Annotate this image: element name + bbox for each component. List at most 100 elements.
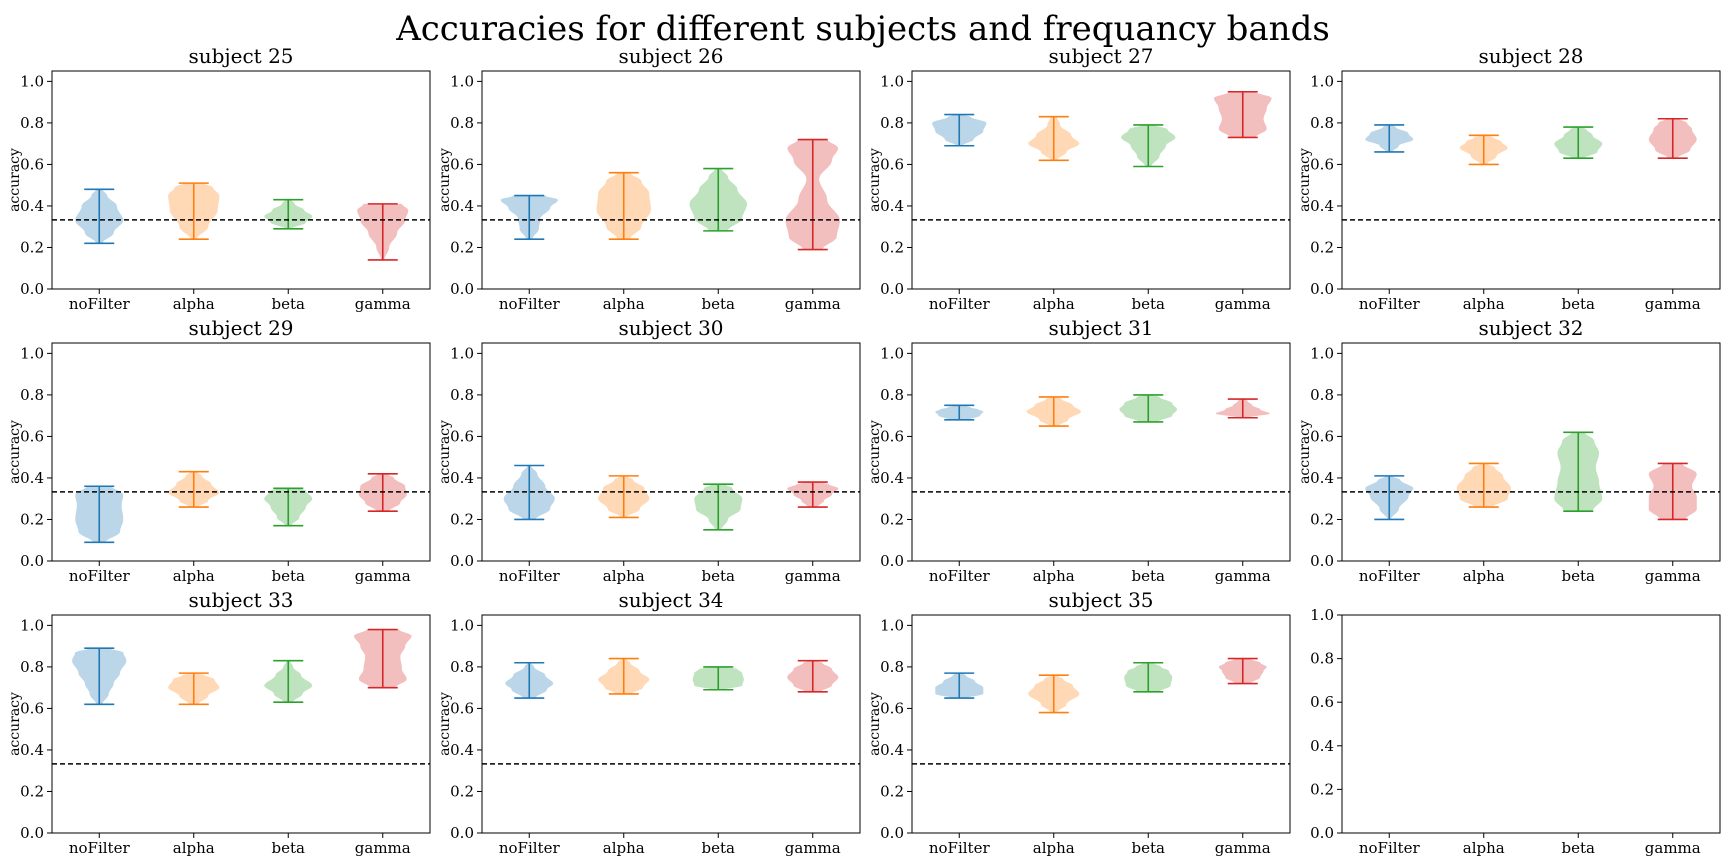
x-tick-label: alpha [603,295,645,313]
y-tick-label: 0.6 [450,699,474,717]
y-tick-label: 0.0 [450,552,474,570]
y-axis-label: accuracy [1297,420,1313,484]
subplot-panel: subject 32 0.0 0.2 0.4 0.6 0.8 1.0 noFilter alph… [1297,316,1721,585]
y-tick-label: 0.8 [1310,650,1334,668]
subplot-panel: subject 35 0.0 0.2 0.4 0.6 0.8 1.0 noFilter alph… [867,588,1291,857]
x-tick-label: noFilter [69,567,131,585]
y-tick-label: 0.4 [20,469,44,487]
y-tick-label: 0.4 [880,741,904,759]
y-tick-label: 0.8 [20,386,44,404]
x-tick-label: noFilter [69,295,131,313]
x-tick-label: gamma [1645,567,1701,585]
y-tick-label: 0.6 [450,155,474,173]
y-tick-label: 1.0 [20,616,44,634]
y-tick-label: 0.8 [450,658,474,676]
y-tick-label: 1.0 [1310,72,1334,90]
y-tick-label: 1.0 [1310,344,1334,362]
x-tick-label: beta [702,839,736,857]
figure-title: Accuracies for different subjects and fr… [395,9,1330,49]
axes-frame [911,70,1291,290]
x-tick-label: beta [272,295,306,313]
y-tick-label: 1.0 [20,72,44,90]
y-tick-label: 0.8 [880,658,904,676]
axes-frame [1341,342,1721,562]
x-tick-label: beta [1562,839,1596,857]
subplot-panel: subject 29 0.0 0.2 0.4 0.6 0.8 1.0 noFilter alph… [7,316,431,585]
x-tick-label: noFilter [929,295,991,313]
y-tick-label: 0.8 [880,114,904,132]
y-tick-label: 0.8 [20,114,44,132]
x-tick-label: gamma [355,839,411,857]
y-tick-label: 0.2 [450,510,474,528]
x-tick-label: gamma [355,295,411,313]
x-tick-label: alpha [173,567,215,585]
x-tick-label: alpha [173,839,215,857]
x-tick-label: noFilter [499,567,561,585]
panel-title: subject 26 [618,44,723,68]
x-tick-label: beta [1562,567,1596,585]
x-tick-label: noFilter [1359,567,1421,585]
x-tick-label: alpha [1463,839,1505,857]
x-tick-label: noFilter [499,295,561,313]
x-tick-label: alpha [603,567,645,585]
x-tick-label: beta [1132,295,1166,313]
y-tick-label: 0.6 [880,427,904,445]
y-tick-label: 0.6 [450,427,474,445]
x-tick-label: beta [702,567,736,585]
subplot-panel: subject 30 0.0 0.2 0.4 0.6 0.8 1.0 noFilter alph… [437,316,861,585]
y-tick-label: 0.4 [450,197,474,215]
subplot-panel: subject 33 0.0 0.2 0.4 0.6 0.8 1.0 noFilter alph… [7,588,431,857]
y-tick-label: 0.0 [1310,824,1334,842]
axes-frame [51,342,431,562]
y-tick-label: 0.4 [20,197,44,215]
subplot-panel: subject 34 0.0 0.2 0.4 0.6 0.8 1.0 noFilter alph… [437,588,861,857]
y-tick-label: 0.0 [20,552,44,570]
y-axis-label: accuracy [7,692,23,756]
y-tick-label: 0.4 [880,469,904,487]
y-tick-label: 1.0 [450,344,474,362]
y-axis-label: accuracy [867,692,883,756]
y-tick-label: 0.2 [880,782,904,800]
axes-frame [481,614,861,834]
y-axis-label: accuracy [867,148,883,212]
y-axis-label: accuracy [1297,148,1313,212]
subplot-panel: 0.0 0.2 0.4 0.6 0.8 1.0 noFilter alpha beta gamma [1310,606,1721,857]
x-tick-label: alpha [1463,295,1505,313]
y-tick-label: 0.2 [880,238,904,256]
x-tick-label: alpha [1033,839,1075,857]
y-tick-label: 0.2 [20,510,44,528]
subplot-panel: subject 27 0.0 0.2 0.4 0.6 0.8 1.0 noFilter alph… [867,44,1291,313]
y-tick-label: 0.4 [1310,737,1334,755]
axes-frame [911,614,1291,834]
y-tick-label: 0.4 [450,469,474,487]
y-tick-label: 0.6 [20,155,44,173]
x-tick-label: noFilter [69,839,131,857]
x-tick-label: gamma [1215,567,1271,585]
x-tick-label: gamma [1645,839,1701,857]
y-tick-label: 0.8 [880,386,904,404]
y-axis-label: accuracy [7,420,23,484]
x-tick-label: alpha [1463,567,1505,585]
x-tick-label: noFilter [929,839,991,857]
x-tick-label: gamma [785,295,841,313]
y-tick-label: 0.4 [450,741,474,759]
y-tick-label: 1.0 [880,616,904,634]
panel-title: subject 27 [1048,44,1153,68]
y-tick-label: 0.8 [20,658,44,676]
y-tick-label: 0.6 [20,699,44,717]
y-tick-label: 0.6 [1310,155,1334,173]
y-tick-label: 0.6 [1310,693,1334,711]
x-tick-label: gamma [1645,295,1701,313]
y-tick-label: 0.0 [1310,552,1334,570]
axes-frame [1341,614,1721,834]
y-tick-label: 0.2 [1310,510,1334,528]
y-tick-label: 0.0 [880,552,904,570]
y-tick-label: 0.2 [450,782,474,800]
y-tick-label: 0.0 [880,280,904,298]
x-tick-label: beta [272,567,306,585]
subplot-panel: subject 25 0.0 0.2 0.4 0.6 0.8 1.0 noFilter alph… [7,44,431,313]
y-axis-label: accuracy [7,148,23,212]
y-tick-label: 0.0 [20,824,44,842]
axes-frame [481,342,861,562]
